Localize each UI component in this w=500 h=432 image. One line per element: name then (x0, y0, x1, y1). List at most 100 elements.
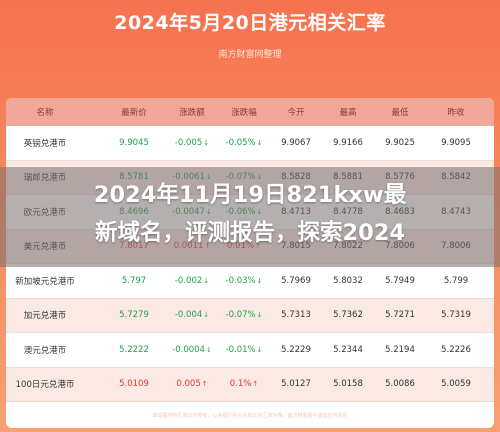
cell-low-text: 9.9025 (385, 137, 415, 148)
cell-latest: 5.797 (104, 264, 164, 298)
cell-low-text: 5.2194 (385, 344, 415, 355)
table-row: 澳元兑港币 5.2222 -0.0004 ↓ -0.01% ↓ 5.2229 5.2344 5.… (6, 333, 494, 368)
arrow-down-icon: ↓ (256, 138, 263, 147)
cell-latest-text: 5.0109 (119, 379, 149, 390)
cell-change-pct: -0.05% ↓ (218, 126, 270, 160)
cell-change-text: -0.0004 (172, 344, 205, 355)
cell-change-pct: -0.03% ↓ (218, 264, 270, 298)
cell-name: 澳元兑港币 (6, 333, 84, 367)
arrow-down-icon: ↓ (203, 311, 210, 320)
arrow-down-icon: ↓ (205, 345, 212, 354)
cell-change-pct-text: 0.1% (229, 379, 252, 390)
cell-name-text: 英镑兑港币 (23, 138, 67, 149)
cell-change-pct-text: -0.01% (225, 344, 256, 355)
cell-high-text: 5.8032 (333, 275, 363, 286)
cell-name: 加元兑港币 (6, 299, 84, 333)
arrow-up-icon: ↑ (252, 380, 259, 389)
header-change: 涨跌额 (179, 108, 205, 118)
cell-high-text: 5.7362 (333, 310, 363, 321)
arrow-up-icon: ↑ (201, 380, 208, 389)
cell-low-text: 5.7949 (385, 275, 415, 286)
cell-low: 5.7271 (374, 299, 426, 333)
arrow-down-icon: ↓ (256, 276, 263, 285)
cell-name-text: 100日元兑港币 (15, 380, 75, 391)
headline-overlay (0, 167, 500, 267)
cell-high: 5.2344 (322, 333, 374, 367)
cell-low: 5.7949 (374, 264, 426, 298)
cell-high: 5.8032 (322, 264, 374, 298)
cell-name: 新加坡元兑港币 (6, 264, 84, 298)
cell-latest-text: 9.9045 (119, 137, 149, 148)
cell-prev-close-text: 5.2226 (441, 344, 471, 355)
cell-change-pct: -0.01% ↓ (218, 333, 270, 367)
cell-latest: 5.0109 (104, 368, 164, 402)
cell-change-text: -0.005 (174, 137, 203, 148)
table-header: 名称 最新价 涨跌额 涨跌幅 今开 最高 最低 昨收 (6, 98, 494, 126)
header-latest: 最新价 (121, 108, 147, 118)
header-high: 最高 (339, 108, 357, 118)
cell-name: 英镑兑港币 (6, 126, 84, 160)
cell-prev-close: 9.9095 (426, 126, 486, 160)
cell-latest-text: 5.7279 (119, 310, 149, 321)
cell-change-text: 0.005 (176, 379, 201, 390)
cell-low: 9.9025 (374, 126, 426, 160)
cell-prev-close-text: 5.799 (443, 275, 469, 286)
cell-prev-close: 5.2226 (426, 333, 486, 367)
cell-high-text: 5.0158 (333, 379, 363, 390)
table-row: 新加坡元兑港币 5.797 -0.002 ↓ -0.03% ↓ 5.7969 5.8032 5.… (6, 264, 494, 299)
cell-name: 100日元兑港币 (6, 368, 84, 402)
headline-line-1: 2024年11月19日821kxw最 (93, 182, 407, 208)
cell-prev-close: 5.799 (426, 264, 486, 298)
cell-name-text: 新加坡元兑港币 (15, 276, 75, 287)
cell-change-pct: 0.1% ↑ (218, 368, 270, 402)
cell-open-text: 5.7969 (281, 275, 311, 286)
arrow-down-icon: ↓ (203, 276, 210, 285)
source-caption: 南方财富网整理 (218, 50, 282, 60)
cell-prev-close: 5.7319 (426, 299, 486, 333)
cell-change-text: -0.004 (174, 310, 203, 321)
cell-change: -0.004 ↓ (166, 299, 218, 333)
cell-change: 0.005 ↑ (166, 368, 218, 402)
cell-high: 5.0158 (322, 368, 374, 402)
table-row: 100日元兑港币 5.0109 0.005 ↑ 0.1% ↑ 5.0127 5.0158 5.0… (6, 367, 494, 402)
cell-high: 9.9166 (322, 126, 374, 160)
cell-open: 5.0127 (270, 368, 322, 402)
cell-latest: 5.7279 (104, 299, 164, 333)
cell-name-text: 澳元兑港币 (23, 345, 67, 356)
table-row: 加元兑港币 5.7279 -0.004 ↓ -0.07% ↓ 5.7313 5.7362 5.7… (6, 298, 494, 333)
cell-change-pct-text: -0.05% (225, 137, 256, 148)
cell-name-text: 加元兑港币 (23, 311, 67, 322)
cell-open: 5.7969 (270, 264, 322, 298)
cell-open: 5.2229 (270, 333, 322, 367)
cell-change-pct-text: -0.07% (225, 310, 256, 321)
header-open: 今开 (287, 108, 305, 118)
cell-open-text: 5.7313 (281, 310, 311, 321)
cell-change: -0.002 ↓ (166, 264, 218, 298)
cell-change-pct: -0.07%↓ (218, 299, 270, 333)
cell-latest: 9.9045 (104, 126, 164, 160)
arrow-down-icon: ↓ (256, 345, 263, 354)
cell-low: 5.0086 (374, 368, 426, 402)
cell-open: 9.9067 (270, 126, 322, 160)
header-name: 名称 (36, 108, 54, 118)
cell-latest-text: 5.2222 (119, 344, 149, 355)
cell-open-text: 5.0127 (281, 379, 311, 390)
cell-change-pct-text: -0.03% (225, 275, 256, 286)
cell-change: -0.005 ↓ (166, 126, 218, 160)
page-title: 2024年5月20日港元相关汇率 (114, 12, 386, 34)
arrow-down-icon: ↓ (256, 311, 263, 320)
cell-open-text: 5.2229 (281, 344, 311, 355)
cell-prev-close: 5.0059 (426, 368, 486, 402)
disclaimer: 本站提供的汇率仅供参考，以各银行柜台实际交易汇率为准，南方财富网不承担任何责任 (152, 413, 348, 419)
arrow-down-icon: ↓ (203, 138, 210, 147)
headline-line-2: 新域名，评测报告，探索2024 (94, 220, 406, 246)
header-low: 最低 (391, 108, 409, 118)
cell-change-text: -0.002 (174, 275, 203, 286)
cell-change: -0.0004 ↓ (166, 333, 218, 367)
cell-open: 5.7313 (270, 299, 322, 333)
header-prev-close: 昨收 (447, 108, 465, 118)
cell-low: 5.2194 (374, 333, 426, 367)
cell-low-text: 5.7271 (385, 310, 415, 321)
cell-prev-close-text: 5.0059 (441, 379, 471, 390)
table-row: 英镑兑港币 9.9045 -0.005 ↓ -0.05% ↓ 9.9067 9.9166 9.9… (6, 126, 494, 161)
